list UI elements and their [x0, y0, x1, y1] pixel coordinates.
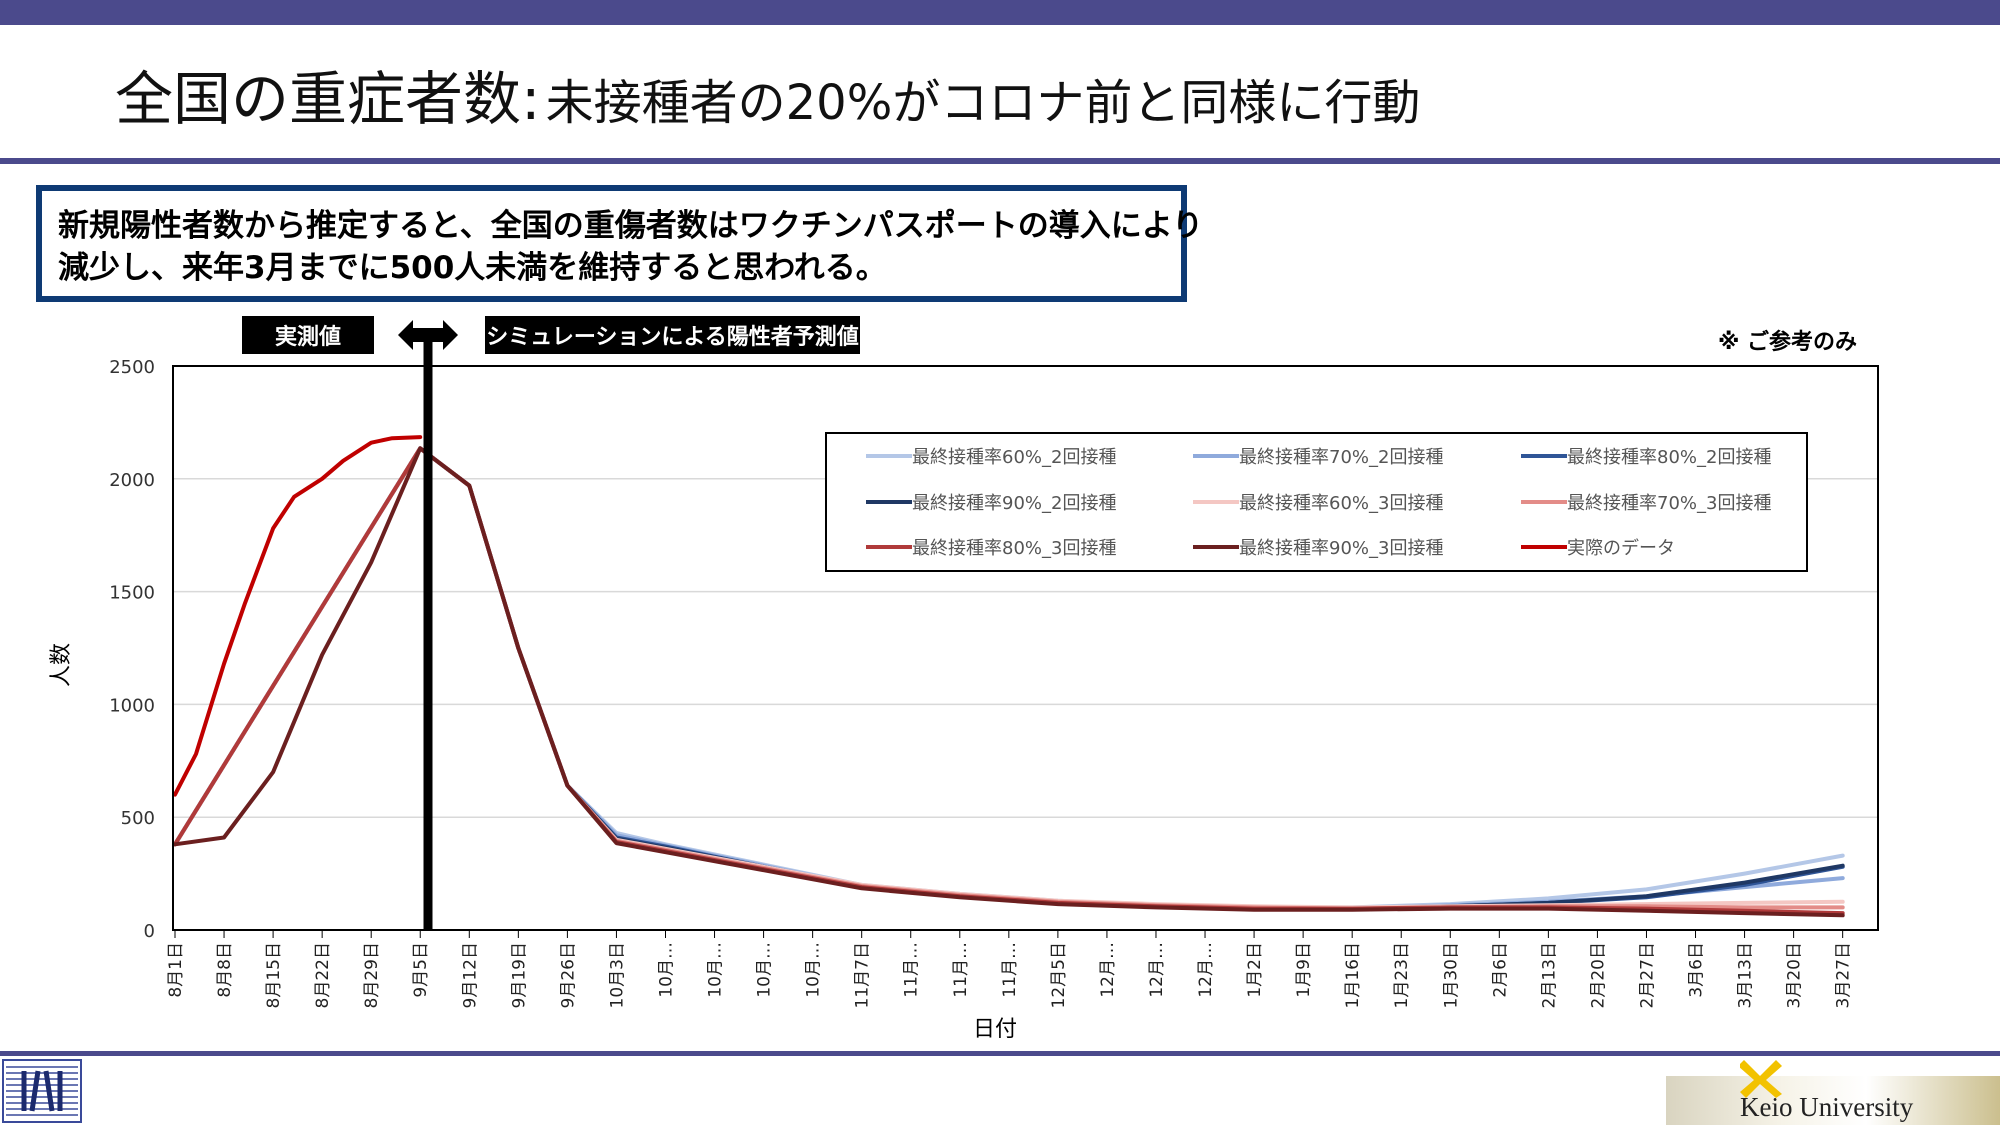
x-tick-label: 9月5日	[411, 942, 431, 998]
x-tick-label: 3月27日	[1834, 942, 1854, 1008]
x-tick-label: 10月3日	[607, 942, 627, 1008]
x-tick-label: 3月6日	[1687, 942, 1707, 998]
legend-label: 最終接種率90%_2回接種	[912, 493, 1116, 514]
x-tick-label: 12月5日	[1049, 942, 1069, 1008]
y-axis-ticks: 0 500 1000 1500 2000 2500	[109, 357, 155, 942]
legend-label: 最終接種率70%_3回接種	[1567, 493, 1771, 514]
measured-tag: 実測値	[242, 316, 374, 354]
x-tick-label: 11月…	[902, 942, 922, 998]
y-axis-label: 人数	[49, 643, 74, 687]
x-tick-label: 9月26日	[558, 942, 578, 1008]
legend-box	[825, 432, 1808, 572]
x-axis-ticks: 8月1日 8月8日 8月15日 8月22日 8月29日 9月5日 9月12日 9月19日 9月2…	[166, 930, 1854, 1008]
pen-emblem-icon	[1740, 1060, 1782, 1098]
legend-label: 最終接種率70%_2回接種	[1239, 447, 1443, 468]
bottom-theme-bar	[0, 1051, 2000, 1056]
x-tick-label: 2月20日	[1588, 942, 1608, 1008]
x-tick-label: 9月12日	[460, 942, 480, 1008]
keio-university-logo: Keio University	[1666, 1060, 2000, 1125]
y-tick-label: 1000	[109, 695, 155, 716]
x-tick-label: 10月…	[755, 942, 775, 998]
x-tick-label: 8月29日	[362, 942, 382, 1008]
callout-line-2: 減少し、来年3月までに500人未満を維持すると思われる。	[58, 250, 887, 286]
x-tick-label: 10月…	[706, 942, 726, 998]
title-divider	[0, 158, 2000, 164]
x-tick-label: 11月7日	[853, 942, 873, 1008]
double-arrow-icon	[398, 320, 458, 350]
series-lines	[173, 435, 1845, 918]
x-axis-label: 日付	[973, 1017, 1017, 1042]
slide-title: 全国の重症者数: 未接種者の20%がコロナ前と同様に行動	[115, 52, 1421, 133]
legend-label: 最終接種率80%_3回接種	[912, 538, 1116, 559]
title-main: 全国の重症者数:	[115, 65, 541, 133]
y-tick-label: 0	[144, 921, 155, 942]
plot-frame	[172, 365, 1879, 931]
university-name: Keio University	[1740, 1092, 1914, 1122]
legend-label: 実際のデータ	[1567, 538, 1675, 559]
x-tick-label: 1月23日	[1392, 942, 1412, 1008]
simulation-tag: シミュレーションによる陽性者予測値	[485, 316, 860, 354]
x-tick-label: 1月2日	[1245, 942, 1265, 998]
summary-callout: 新規陽性者数から推定すると、全国の重傷者数はワクチンパスポートの導入により 減少…	[36, 185, 1204, 302]
callout-line-1: 新規陽性者数から推定すると、全国の重傷者数はワクチンパスポートの導入により	[58, 208, 1204, 244]
x-tick-label: 8月22日	[313, 942, 333, 1008]
title-sub: 未接種者の20%がコロナ前と同様に行動	[545, 75, 1421, 131]
x-tick-label: 2月6日	[1490, 942, 1510, 998]
x-tick-label: 10月…	[656, 942, 676, 998]
series-line	[173, 446, 1845, 918]
reference-note: ※ ご参考のみ	[1718, 330, 1858, 355]
x-tick-label: 1月30日	[1441, 942, 1461, 1008]
x-tick-label: 12月…	[1098, 942, 1118, 998]
legend-label: 最終接種率60%_2回接種	[912, 447, 1116, 468]
top-theme-bar	[0, 0, 2000, 25]
y-tick-label: 1500	[109, 583, 155, 604]
x-tick-label: 1月9日	[1294, 942, 1314, 998]
x-tick-label: 12月…	[1147, 942, 1167, 998]
x-tick-label: 11月…	[951, 942, 971, 998]
y-tick-label: 500	[121, 808, 155, 829]
x-tick-label: 2月13日	[1539, 942, 1559, 1008]
chart-legend: 最終接種率60%_2回接種 最終接種率70%_2回接種 最終接種率80%_2回接種最…	[825, 432, 1808, 572]
x-tick-label: 11月…	[1000, 942, 1020, 998]
x-tick-label: 3月13日	[1736, 942, 1756, 1008]
legend-label: 最終接種率60%_3回接種	[1239, 493, 1443, 514]
legend-label: 最終接種率90%_3回接種	[1239, 538, 1443, 559]
x-tick-label: 8月8日	[215, 942, 235, 998]
x-tick-label: 9月19日	[509, 942, 529, 1008]
y-tick-label: 2500	[109, 357, 155, 378]
x-tick-label: 3月20日	[1785, 942, 1805, 1008]
x-tick-label: 2月27日	[1637, 942, 1657, 1008]
x-tick-label: 1月16日	[1343, 942, 1363, 1008]
x-tick-label: 8月1日	[166, 942, 186, 998]
x-tick-label: 10月…	[804, 942, 824, 998]
series-line	[173, 435, 423, 797]
y-tick-label: 2000	[109, 470, 155, 491]
legend-label: 最終接種率80%_2回接種	[1567, 447, 1771, 468]
x-tick-label: 12月…	[1196, 942, 1216, 998]
x-tick-label: 8月15日	[264, 942, 284, 1008]
lab-logo-icon	[2, 1059, 82, 1123]
